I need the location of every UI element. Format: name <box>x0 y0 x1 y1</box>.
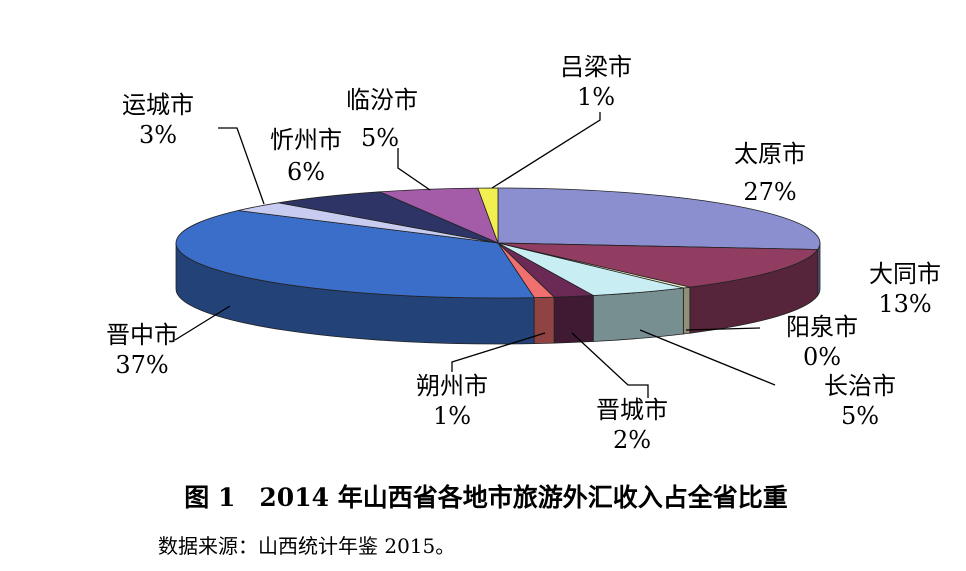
leader-运城市 <box>218 127 265 205</box>
slice-label-大同市: 大同市 <box>869 260 941 288</box>
slice-value-忻州市: 6% <box>287 158 325 186</box>
slice-side-朔州市 <box>533 296 555 345</box>
figure-title: 2014 年山西省各地市旅游外汇收入占全省比重 <box>259 483 788 512</box>
slice-value-晋中市: 37% <box>115 351 168 379</box>
leader-吕梁市 <box>491 112 601 189</box>
pie-chart: 太原市27%大同市13%阳泉市0%长治市5%晋城市2%朔州市1%晋中市37%运城… <box>106 53 941 454</box>
leader-长治市 <box>639 329 776 386</box>
slice-label-太原市: 太原市 <box>734 140 806 168</box>
slice-吕梁市 <box>477 187 499 244</box>
slice-side-长治市 <box>592 287 684 342</box>
slice-label-临汾市: 临汾市 <box>346 86 418 114</box>
slice-side-晋城市 <box>553 295 594 344</box>
leader-晋中市 <box>174 305 231 341</box>
slice-labels: 太原市27%大同市13%阳泉市0%长治市5%晋城市2%朔州市1%晋中市37%运城… <box>106 53 941 454</box>
leader-晋城市 <box>571 332 649 398</box>
slice-value-大同市: 13% <box>878 290 931 318</box>
slice-value-朔州市: 1% <box>433 402 471 430</box>
slice-大同市 <box>497 242 819 288</box>
leader-临汾市 <box>397 148 431 191</box>
slice-label-运城市: 运城市 <box>122 91 194 119</box>
slice-value-运城市: 3% <box>139 121 177 149</box>
leader-lines <box>174 112 776 398</box>
slice-label-晋中市: 晋中市 <box>106 321 178 349</box>
slice-side-阳泉市 <box>682 286 691 335</box>
slice-value-阳泉市: 0% <box>803 343 841 371</box>
leader-朔州市 <box>451 332 546 372</box>
slice-label-忻州市: 忻州市 <box>270 126 342 154</box>
slice-value-太原市: 27% <box>743 178 796 206</box>
slice-value-晋城市: 2% <box>613 426 651 454</box>
leader-阳泉市 <box>685 327 761 331</box>
slice-value-吕梁市: 1% <box>577 83 615 111</box>
slice-value-长治市: 5% <box>841 402 879 430</box>
figure-caption: 图 1 2014 年山西省各地市旅游外汇收入占全省比重 <box>0 478 966 514</box>
slice-label-朔州市: 朔州市 <box>416 372 488 400</box>
slice-label-阳泉市: 阳泉市 <box>786 313 858 341</box>
slice-label-长治市: 长治市 <box>824 372 896 400</box>
data-source: 数据来源：山西统计年鉴 2015。 <box>158 534 456 558</box>
slice-忻州市 <box>278 191 499 244</box>
slice-晋中市 <box>175 210 535 299</box>
slice-label-晋城市: 晋城市 <box>596 396 668 424</box>
slice-value-临汾市: 5% <box>361 124 399 152</box>
slice-太原市 <box>497 187 821 250</box>
slice-label-吕梁市: 吕梁市 <box>560 53 632 81</box>
figure-number: 图 1 <box>184 483 236 512</box>
pie-sides <box>175 242 821 345</box>
pie-tops <box>175 187 821 299</box>
